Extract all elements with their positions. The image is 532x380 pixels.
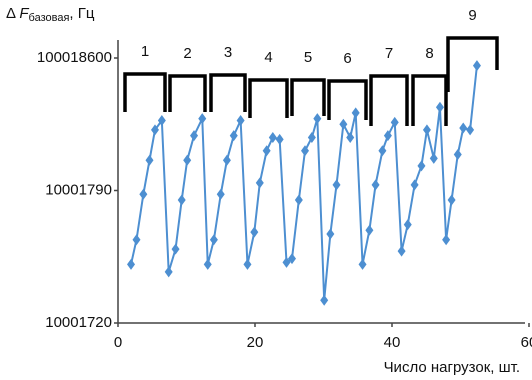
group-bracket [168,74,207,112]
data-point [132,234,141,246]
data-point [383,130,392,142]
data-point [429,152,438,164]
y-label-unit: , Гц [69,5,94,22]
data-point [459,122,468,134]
y-label-symbol: F [19,5,29,22]
group-bracket [209,73,247,112]
group-bracket [327,79,368,120]
y-label-delta: Δ [6,5,16,22]
data-point [229,130,238,142]
data-point [150,124,159,136]
data-point [435,101,444,113]
group-bracket [446,36,499,92]
data-point [417,160,426,172]
x-tick-label: 0 [114,334,122,351]
data-point [177,194,186,206]
data-point [216,188,225,200]
data-point [410,179,419,191]
data-point [127,258,136,270]
data-point [453,149,462,161]
data-point [390,116,399,128]
data-point [183,154,192,166]
group-label: 7 [385,45,393,62]
data-point [198,113,207,125]
data-point [139,188,148,200]
data-point [250,226,259,238]
data-point [171,243,180,255]
data-point [351,107,360,119]
data-point [371,179,380,191]
data-point [307,132,316,143]
group-label: 2 [183,45,191,62]
data-point [320,294,329,306]
data-point [190,130,199,142]
data-point [397,245,406,257]
data-point [442,234,451,246]
data-point [236,114,245,126]
group-label: 6 [343,50,351,67]
data-point [255,177,264,189]
data-point [313,113,322,125]
data-point [326,228,335,240]
y-tick-label: 10001720 [45,314,112,331]
data-point [358,258,367,270]
x-axis-label: Число нагрузок, шт. [384,359,520,376]
group-bracket [411,74,448,126]
group-bracket [369,74,409,126]
group-label: 9 [468,7,476,24]
data-point [447,194,456,206]
x-tick-label: 60 [521,334,532,351]
y-label-subscript: базовая [29,12,70,24]
data-point [203,258,212,270]
group-bracket [248,78,289,118]
data-point [243,258,252,270]
group-label: 1 [141,43,149,60]
y-axis-label: Δ Fбазовая, Гц [6,5,95,24]
data-point [145,154,154,166]
y-tick-label: 100018600 [37,49,112,66]
group-label: 8 [425,45,433,62]
data-point [164,266,173,278]
data-point [365,224,374,236]
x-tick-label: 40 [384,334,401,351]
data-point [301,145,310,157]
data-point [157,114,166,126]
y-tick-label: 10001790 [45,181,112,198]
data-point [378,145,387,157]
group-label: 3 [224,44,232,61]
x-tick-label: 20 [247,334,264,351]
group-bracket [290,78,326,116]
data-point [422,124,431,136]
group-label: 4 [264,49,272,66]
data-line [130,65,478,301]
data-point [403,219,412,231]
data-point [282,256,291,268]
data-point [287,253,296,265]
data-point [268,132,277,143]
data-point [332,179,341,191]
data-point [466,124,475,136]
data-point [262,145,271,157]
data-point [339,118,348,130]
group-label: 5 [304,49,312,66]
data-point [275,133,284,145]
data-point [209,234,218,246]
data-point [346,132,355,143]
group-bracket [123,72,167,112]
data-point [294,194,303,206]
data-point [472,60,481,72]
data-point [222,154,231,166]
